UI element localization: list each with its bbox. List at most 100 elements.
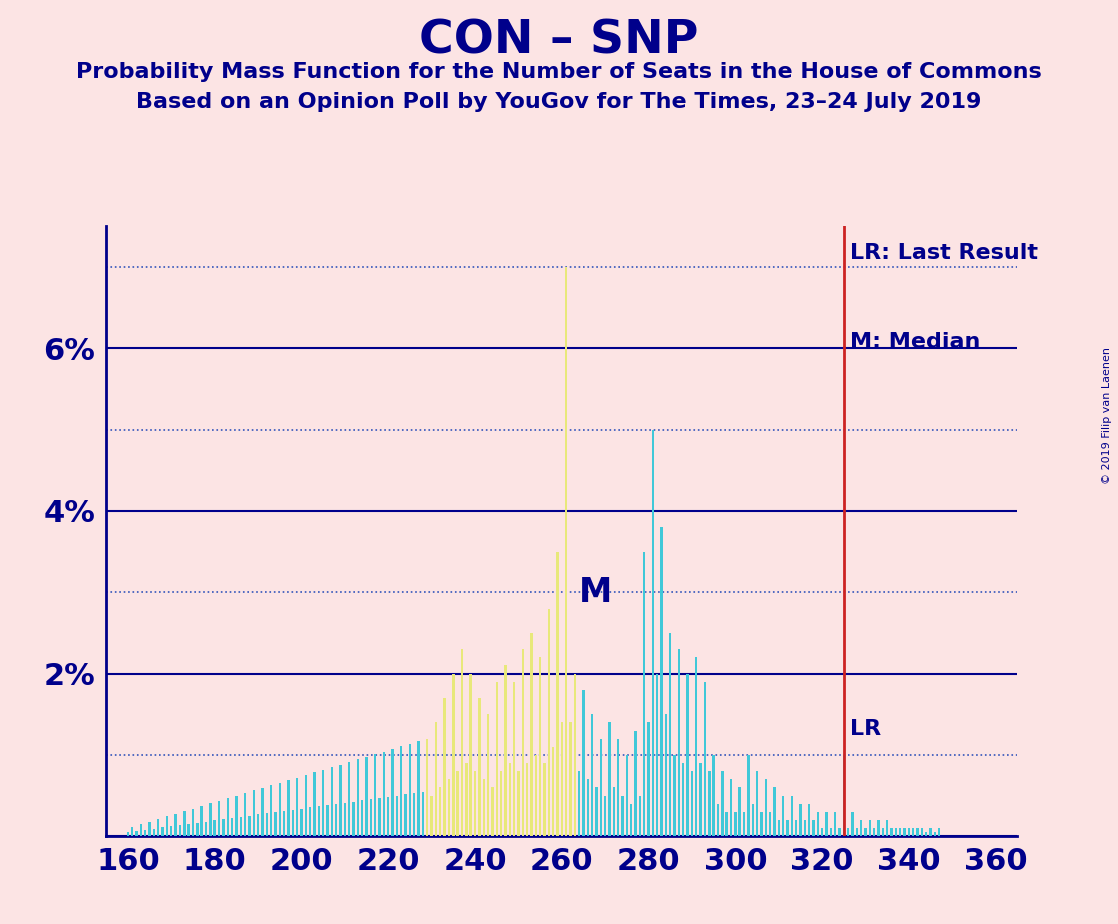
- Text: LR: Last Result: LR: Last Result: [851, 243, 1039, 262]
- Bar: [903, 828, 906, 836]
- Bar: [126, 833, 129, 836]
- Bar: [456, 772, 458, 836]
- Bar: [230, 818, 234, 836]
- Bar: [426, 738, 428, 836]
- Bar: [370, 799, 372, 836]
- Bar: [361, 800, 363, 836]
- Bar: [613, 787, 615, 836]
- Bar: [534, 755, 537, 836]
- Bar: [396, 796, 398, 836]
- Bar: [153, 829, 155, 836]
- Bar: [682, 763, 684, 836]
- Bar: [522, 650, 524, 836]
- Bar: [608, 723, 610, 836]
- Bar: [643, 552, 645, 836]
- Bar: [470, 674, 472, 836]
- Bar: [444, 698, 446, 836]
- Bar: [274, 812, 276, 836]
- Bar: [760, 812, 762, 836]
- Bar: [808, 804, 811, 836]
- Bar: [830, 828, 832, 836]
- Bar: [235, 796, 237, 836]
- Bar: [890, 828, 893, 836]
- Bar: [131, 827, 133, 836]
- Bar: [366, 757, 368, 836]
- Bar: [375, 754, 377, 836]
- Bar: [483, 779, 485, 836]
- Bar: [878, 820, 880, 836]
- Bar: [140, 824, 142, 836]
- Text: M: Median: M: Median: [851, 332, 980, 352]
- Bar: [525, 763, 529, 836]
- Bar: [795, 820, 797, 836]
- Bar: [439, 787, 442, 836]
- Bar: [430, 796, 433, 836]
- Bar: [474, 772, 476, 836]
- Bar: [912, 828, 915, 836]
- Bar: [774, 787, 776, 836]
- Bar: [894, 828, 897, 836]
- Bar: [266, 813, 268, 836]
- Bar: [435, 723, 437, 836]
- Bar: [717, 804, 719, 836]
- Bar: [513, 682, 515, 836]
- Bar: [634, 731, 637, 836]
- Text: Probability Mass Function for the Number of Seats in the House of Commons: Probability Mass Function for the Number…: [76, 62, 1042, 82]
- Bar: [391, 749, 394, 836]
- Bar: [708, 772, 711, 836]
- Bar: [253, 791, 255, 836]
- Bar: [174, 814, 177, 836]
- Bar: [244, 793, 246, 836]
- Bar: [343, 803, 347, 836]
- Bar: [205, 821, 207, 836]
- Bar: [557, 552, 559, 836]
- Bar: [335, 804, 338, 836]
- Bar: [569, 723, 571, 836]
- Bar: [726, 812, 728, 836]
- Bar: [739, 787, 741, 836]
- Bar: [591, 714, 594, 836]
- Bar: [665, 714, 667, 836]
- Bar: [855, 828, 858, 836]
- Bar: [700, 763, 702, 836]
- Bar: [200, 806, 202, 836]
- Bar: [851, 812, 854, 836]
- Bar: [283, 811, 285, 836]
- Bar: [183, 811, 186, 836]
- Bar: [161, 827, 164, 836]
- Bar: [587, 779, 589, 836]
- Bar: [149, 821, 151, 836]
- Bar: [287, 780, 290, 836]
- Bar: [631, 804, 633, 836]
- Bar: [301, 808, 303, 836]
- Bar: [691, 772, 693, 836]
- Bar: [518, 772, 520, 836]
- Bar: [804, 820, 806, 836]
- Bar: [552, 747, 555, 836]
- Text: LR: LR: [851, 719, 881, 738]
- Bar: [638, 796, 641, 836]
- Bar: [405, 795, 407, 836]
- Bar: [622, 796, 624, 836]
- Bar: [730, 779, 732, 836]
- Bar: [548, 609, 550, 836]
- Bar: [382, 751, 385, 836]
- Bar: [209, 804, 211, 836]
- Bar: [500, 772, 502, 836]
- Bar: [560, 723, 563, 836]
- Bar: [421, 792, 424, 836]
- Bar: [318, 807, 320, 836]
- Bar: [504, 665, 506, 836]
- Bar: [735, 812, 737, 836]
- Bar: [578, 772, 580, 836]
- Bar: [777, 820, 780, 836]
- Bar: [304, 775, 307, 836]
- Bar: [326, 805, 329, 836]
- Bar: [413, 794, 416, 836]
- Bar: [825, 812, 827, 836]
- Bar: [661, 528, 663, 836]
- Bar: [908, 828, 910, 836]
- Bar: [882, 828, 884, 836]
- Bar: [816, 812, 819, 836]
- Bar: [647, 723, 650, 836]
